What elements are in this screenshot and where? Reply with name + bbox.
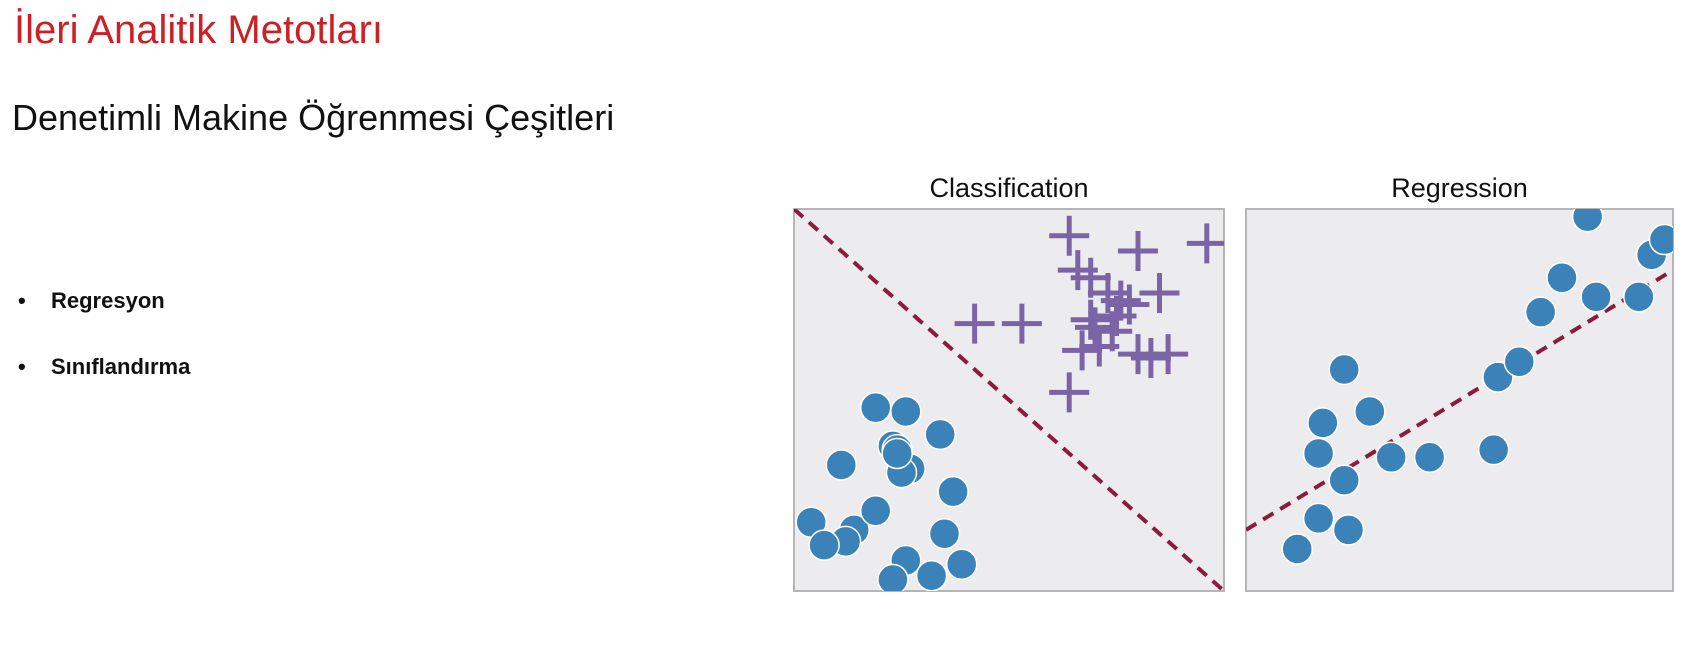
bullet-list: • Regresyon • Sınıflandırma	[18, 268, 190, 400]
plus-point	[1062, 330, 1103, 371]
circle-point	[945, 548, 978, 581]
circle-point	[1623, 281, 1655, 313]
bullet-dot-icon: •	[18, 288, 26, 313]
circle-point	[877, 563, 909, 591]
circle-point	[859, 495, 892, 527]
plus-point	[1130, 337, 1171, 378]
circle-point	[1648, 223, 1673, 256]
circle-point	[1307, 407, 1339, 439]
circle-point	[937, 475, 969, 508]
circle-point	[1546, 262, 1578, 294]
plus-point	[1001, 303, 1042, 344]
circle-point	[1328, 353, 1360, 386]
circle-point	[1281, 533, 1313, 565]
chart-title: Classification	[929, 173, 1088, 203]
bullet-item-siniflandirma: • Sınıflandırma	[18, 334, 190, 400]
plus-point	[1075, 307, 1115, 348]
circle-point	[1302, 437, 1335, 470]
circle-point	[1302, 502, 1335, 535]
plus-point	[1186, 223, 1224, 264]
circle-point	[890, 395, 922, 428]
plus-point	[1148, 334, 1189, 375]
plus-point	[1049, 215, 1090, 256]
regression-fit-line	[1246, 268, 1673, 532]
plus-point	[1079, 326, 1120, 367]
circle-point	[1375, 441, 1407, 474]
chart-marks-group	[1246, 209, 1673, 565]
circle-point	[924, 418, 956, 451]
chart-title: Regression	[1391, 173, 1528, 203]
circle-point	[1482, 361, 1514, 393]
slide-title: İleri Analitik Metotları	[14, 8, 384, 52]
plus-point	[954, 303, 995, 344]
chart-marks-group	[794, 209, 1224, 591]
circle-point	[1328, 464, 1360, 496]
circle-point	[1332, 514, 1365, 546]
plus-point	[1070, 299, 1111, 340]
bullet-label: Sınıflandırma	[51, 354, 191, 379]
circle-point	[928, 517, 961, 550]
circle-point	[1413, 441, 1446, 474]
circle-point	[825, 449, 858, 481]
circle-point	[1571, 209, 1604, 233]
circle-point	[859, 391, 892, 424]
plus-point	[1139, 273, 1180, 314]
bullet-dot-icon: •	[18, 354, 26, 379]
slide-subtitle: Denetimli Makine Öğrenmesi Çeşitleri	[12, 97, 615, 138]
circle-point	[881, 437, 913, 470]
bullet-item-regresyon: • Regresyon	[18, 268, 190, 334]
decision-boundary-line	[794, 209, 1224, 591]
circle-point	[1580, 281, 1612, 313]
bullet-label: Regresyon	[51, 288, 165, 313]
plus-point	[1100, 280, 1141, 321]
circle-point	[1354, 395, 1386, 428]
circle-point	[1524, 296, 1557, 328]
circle-point	[915, 559, 948, 591]
plus-point	[1049, 372, 1090, 413]
plus-point	[1118, 231, 1158, 272]
circle-point	[808, 529, 840, 561]
circle-point	[1503, 346, 1536, 378]
circle-point	[1477, 433, 1510, 466]
